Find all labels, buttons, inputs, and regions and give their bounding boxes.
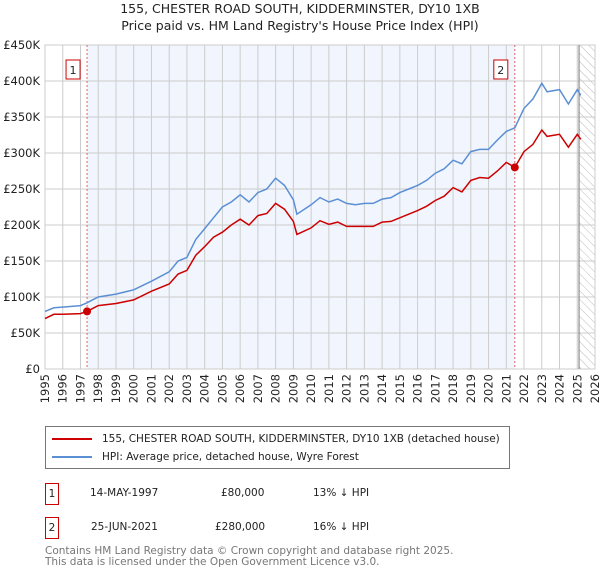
y-tick-label: £250K bbox=[3, 182, 40, 196]
x-tick-label: 2023 bbox=[535, 374, 549, 403]
x-tick-label: 2005 bbox=[215, 374, 229, 403]
transaction-price: £280,000 bbox=[215, 521, 266, 533]
legend-label: HPI: Average price, detached house, Wyre… bbox=[102, 451, 359, 463]
red-line-swatch bbox=[52, 438, 92, 440]
x-tick-label: 2004 bbox=[198, 374, 212, 403]
x-tick-label: 2007 bbox=[251, 374, 265, 403]
x-tick-label: 2024 bbox=[553, 374, 567, 403]
x-tick-label: 2019 bbox=[464, 374, 478, 403]
x-tick-label: 2009 bbox=[286, 374, 300, 403]
transaction-date: 14-MAY-1997 bbox=[90, 487, 159, 499]
x-tick-label: 2026 bbox=[588, 374, 600, 403]
x-tick-label: 2002 bbox=[162, 374, 176, 403]
sale-badge-label: 1 bbox=[70, 64, 77, 77]
transaction-hpi: 13% ↓ HPI bbox=[313, 487, 370, 499]
x-tick-label: 2020 bbox=[482, 374, 496, 403]
transaction-row: 2 25-JUN-2021 £280,000 16% ↓ HPI bbox=[45, 517, 545, 539]
x-tick-label: 2014 bbox=[375, 374, 389, 403]
x-tick-label: 2017 bbox=[428, 374, 442, 403]
y-tick-label: £100K bbox=[3, 290, 40, 304]
transaction-date: 25-JUN-2021 bbox=[91, 521, 158, 533]
transaction-badge: 2 bbox=[45, 517, 59, 539]
sale-badge-label: 2 bbox=[497, 64, 504, 77]
x-tick-label: 1998 bbox=[91, 374, 105, 403]
legend-item-hpi: HPI: Average price, detached house, Wyre… bbox=[52, 449, 359, 465]
x-tick-label: 2012 bbox=[340, 374, 354, 403]
y-tick-label: £450K bbox=[3, 38, 40, 52]
price-chart: £0 £50K £100K £150K £200K £250K £300K £350K £400… bbox=[3, 38, 600, 403]
chart-title: 155, CHESTER ROAD SOUTH, KIDDERMINSTER, … bbox=[120, 1, 480, 16]
x-tick-label: 1995 bbox=[38, 374, 52, 403]
x-tick-label: 2021 bbox=[499, 374, 513, 403]
x-tick-label: 1999 bbox=[109, 374, 123, 403]
y-tick-label: £150K bbox=[3, 254, 40, 268]
x-tick-label: 2013 bbox=[357, 374, 371, 403]
sale-point bbox=[83, 307, 92, 316]
forecast-hatch bbox=[579, 45, 595, 369]
hpi-series-line bbox=[44, 81, 582, 313]
chart-subtitle: Price paid vs. HM Land Registry's House … bbox=[121, 18, 479, 33]
y-tick-label: £400K bbox=[3, 74, 40, 88]
plot-border bbox=[44, 44, 596, 370]
x-tick-label: 2011 bbox=[322, 374, 336, 403]
x-tick-label: 2003 bbox=[180, 374, 194, 403]
x-tick-label: 2001 bbox=[144, 374, 158, 403]
blue-line-swatch bbox=[52, 456, 92, 458]
footer-line: This data is licensed under the Open Gov… bbox=[45, 556, 380, 568]
footer: Contains HM Land Registry data © Crown c… bbox=[45, 546, 453, 568]
sale-badge bbox=[493, 59, 509, 80]
x-tick-label: 2015 bbox=[393, 374, 407, 403]
x-tick-label: 2000 bbox=[127, 374, 141, 403]
sale-badge bbox=[65, 59, 81, 80]
footer-line: Contains HM Land Registry data © Crown c… bbox=[45, 545, 454, 557]
transaction-price: £80,000 bbox=[221, 487, 265, 499]
transaction-badge: 1 bbox=[45, 483, 59, 505]
shaded-ownership-period bbox=[87, 45, 515, 369]
y-tick-label: £200K bbox=[3, 218, 40, 232]
transaction-hpi: 16% ↓ HPI bbox=[313, 521, 370, 533]
y-tick-label: £50K bbox=[11, 326, 41, 340]
x-tick-label: 1997 bbox=[73, 374, 87, 403]
sale-point bbox=[510, 163, 519, 172]
y-tick-label: £300K bbox=[3, 146, 40, 160]
x-tick-label: 2022 bbox=[517, 374, 531, 403]
x-tick-label: 2016 bbox=[411, 374, 425, 403]
property-series-line bbox=[44, 128, 582, 320]
x-tick-label: 2006 bbox=[233, 374, 247, 403]
legend-item-property: 155, CHESTER ROAD SOUTH, KIDDERMINSTER, … bbox=[52, 431, 500, 447]
x-tick-label: 2025 bbox=[570, 374, 584, 403]
legend-label: 155, CHESTER ROAD SOUTH, KIDDERMINSTER, … bbox=[102, 433, 500, 445]
y-tick-label: £350K bbox=[3, 110, 40, 124]
x-tick-label: 2010 bbox=[304, 374, 318, 403]
x-tick-label: 2018 bbox=[446, 374, 460, 403]
y-tick-label: £0 bbox=[25, 362, 40, 376]
transaction-row: 1 14-MAY-1997 £80,000 13% ↓ HPI bbox=[45, 483, 545, 505]
x-tick-label: 1996 bbox=[56, 374, 70, 403]
legend: 155, CHESTER ROAD SOUTH, KIDDERMINSTER, … bbox=[45, 426, 510, 469]
x-tick-label: 2008 bbox=[269, 374, 283, 403]
